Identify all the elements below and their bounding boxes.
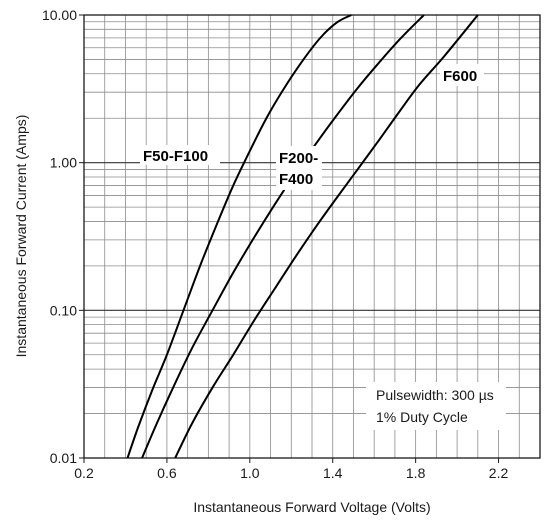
x-tick-label: 0.2	[74, 465, 94, 481]
curve-label-f400: F400	[279, 171, 313, 188]
curves	[126, 14, 479, 459]
label-bg-f50	[140, 145, 220, 165]
y-axis-label: Instantaneous Forward Current (Amps)	[13, 115, 29, 358]
x-tick-label: 0.6	[157, 465, 177, 481]
label-bg-f200	[276, 146, 322, 190]
x-axis-label: Instantaneous Forward Voltage (Volts)	[193, 499, 430, 515]
curve-label-f200: F200-	[279, 150, 318, 167]
annotation-duty-cycle: 1% Duty Cycle	[376, 409, 468, 425]
y-tick-label: 10.00	[42, 7, 77, 23]
annotation-pulsewidth: Pulsewidth: 300 µs	[376, 387, 494, 403]
curve-label-f600: F600	[443, 68, 477, 85]
label-bg-f600	[440, 64, 484, 86]
y-tick-label: 1.00	[50, 155, 77, 171]
annotation-bg	[366, 382, 506, 430]
y-tick-label: 0.10	[50, 302, 77, 318]
plot-frame	[83, 14, 541, 459]
x-tick-label: 1.4	[323, 465, 343, 481]
x-tick-label: 1.0	[240, 465, 260, 481]
y-tick-label: 0.01	[50, 450, 77, 466]
curve-f200-f400	[141, 14, 425, 459]
curve-f50-f100	[126, 14, 352, 459]
tick-labels: 0.2 0.6 1.0 1.4 1.8 2.2 0.01 0.10 1.00 10.00	[42, 7, 509, 481]
x-tick-label: 2.2	[489, 465, 509, 481]
curve-label-f50-f100: F50-F100	[143, 148, 208, 165]
x-tick-label: 1.8	[406, 465, 426, 481]
curve-f600	[174, 14, 479, 459]
